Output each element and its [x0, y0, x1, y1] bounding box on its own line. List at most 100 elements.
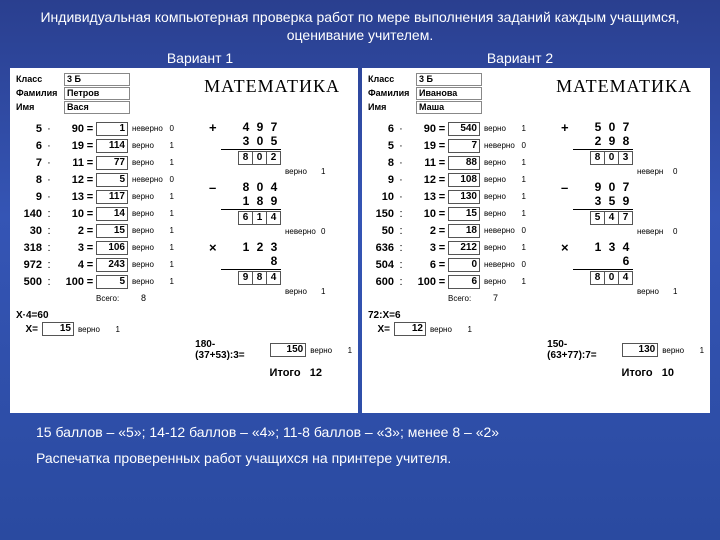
column-problem: × 123 8 984 верно1	[201, 240, 351, 296]
equation-label: X·4=60	[16, 310, 201, 321]
point-value: 0	[164, 124, 174, 133]
mark-text: неверно	[484, 226, 516, 235]
answer-box: 5	[96, 173, 128, 187]
col-mark: верно	[637, 287, 673, 296]
total-value: 8	[132, 293, 146, 303]
point-value: 1	[164, 226, 174, 235]
header-text: Индивидуальная компьютерная проверка раб…	[0, 0, 720, 46]
point-value: 1	[516, 175, 526, 184]
operation-sign: ×	[561, 240, 569, 255]
mark-text: верно	[484, 124, 516, 133]
problem-row: 636:3= 212 верно 1	[368, 239, 553, 256]
col-point: 0	[673, 227, 683, 236]
x-label: X=	[16, 324, 38, 335]
answer-box: 1	[96, 122, 128, 136]
mark-text: верно	[132, 209, 164, 218]
x-point: 1	[462, 325, 472, 334]
mark-text: неверно	[484, 141, 516, 150]
itogo-label: Итого	[622, 367, 653, 379]
expression-text: 180-(37+53):3=	[195, 339, 264, 361]
point-value: 0	[516, 260, 526, 269]
itogo-value: 10	[662, 367, 674, 379]
total-label: Всего:	[96, 294, 132, 303]
class-label: Класс	[16, 74, 64, 84]
operation-sign: +	[209, 120, 217, 135]
answer-box: 106	[96, 241, 128, 255]
total-label: Всего:	[448, 294, 484, 303]
answer-box: 15	[448, 207, 480, 221]
expression-mark: верно	[310, 346, 342, 355]
answer-box: 114	[96, 139, 128, 153]
point-value: 1	[164, 192, 174, 201]
answer-box: 7	[448, 139, 480, 153]
result-boxes: 614	[221, 211, 281, 225]
surname-value: Иванова	[416, 87, 482, 100]
class-value: 3 Б	[64, 73, 130, 86]
point-value: 1	[164, 277, 174, 286]
point-value: 1	[164, 209, 174, 218]
mark-text: неверно	[484, 260, 516, 269]
mark-text: верно	[484, 277, 516, 286]
answer-box: 5	[96, 275, 128, 289]
mark-text: верно	[132, 243, 164, 252]
answer-box: 77	[96, 156, 128, 170]
variants-row: Вариант 1 Вариант 2	[0, 46, 720, 68]
variant2-label: Вариант 2	[487, 50, 553, 66]
class-label: Класс	[368, 74, 416, 84]
problem-row: 30:2= 15 верно 1	[16, 222, 201, 239]
itogo-value: 12	[310, 367, 322, 379]
x-mark: верно	[78, 325, 110, 334]
col-point: 1	[673, 287, 683, 296]
x-mark: верно	[430, 325, 462, 334]
expression-answer: 130	[622, 343, 658, 357]
problem-row: 150:10= 15 верно 1	[368, 205, 553, 222]
point-value: 1	[516, 158, 526, 167]
column-problems: + 497 305 802 верно1 – 804 189 614 невер…	[201, 120, 351, 337]
col-mark: неверн	[637, 227, 673, 236]
col-mark: верно	[285, 287, 321, 296]
name-value: Вася	[64, 101, 130, 114]
point-value: 1	[516, 277, 526, 286]
operation-sign: –	[561, 180, 568, 195]
mark-text: верно	[484, 192, 516, 201]
answer-box: 108	[448, 173, 480, 187]
surname-value: Петров	[64, 87, 130, 100]
answer-box: 212	[448, 241, 480, 255]
problem-row: 500:100= 5 верно 1	[16, 273, 201, 290]
point-value: 0	[516, 226, 526, 235]
point-value: 0	[164, 175, 174, 184]
expression-point: 1	[342, 346, 352, 355]
point-value: 1	[516, 192, 526, 201]
col-point: 0	[673, 167, 683, 176]
operation-sign: +	[561, 120, 569, 135]
answer-box: 130	[448, 190, 480, 204]
answer-box: 540	[448, 122, 480, 136]
result-boxes: 547	[573, 211, 633, 225]
subject-title: МАТЕМАТИКА	[556, 76, 692, 97]
result-boxes: 804	[573, 271, 633, 285]
problem-row: 5·90= 1 неверно 0	[16, 120, 201, 137]
result-boxes: 802	[221, 151, 281, 165]
answer-box: 0	[448, 258, 480, 272]
mark-text: верно	[132, 192, 164, 201]
expression-point: 1	[694, 346, 704, 355]
problem-row: 318:3= 106 верно 1	[16, 239, 201, 256]
answer-box: 14	[96, 207, 128, 221]
operation-sign: –	[209, 180, 216, 195]
problem-row: 9·13= 117 верно 1	[16, 188, 201, 205]
expression-text: 150-(63+77):7=	[547, 339, 616, 361]
name-value: Маша	[416, 101, 482, 114]
mark-text: верно	[132, 158, 164, 167]
point-value: 1	[516, 243, 526, 252]
column-problems: + 507 298 803 неверн0 – 907 359 547 неве…	[553, 120, 703, 337]
x-answer: 12	[394, 322, 426, 336]
answer-box: 88	[448, 156, 480, 170]
x-answer: 15	[42, 322, 74, 336]
operation-sign: ×	[209, 240, 217, 255]
arithmetic-list: 6·90= 540 верно 1 5·19= 7 неверно 0 8·11…	[368, 120, 553, 337]
sheet1: Класс3 БФамилияПетровИмяВасяМАТЕМАТИКА 5…	[10, 68, 358, 413]
column-problem: + 497 305 802 верно1	[201, 120, 351, 176]
grading-text: 15 баллов – «5»; 14-12 баллов – «4»; 11-…	[0, 413, 720, 447]
sheets-container: Класс3 БФамилияПетровИмяВасяМАТЕМАТИКА 5…	[0, 68, 720, 413]
expression-answer: 150	[270, 343, 306, 357]
